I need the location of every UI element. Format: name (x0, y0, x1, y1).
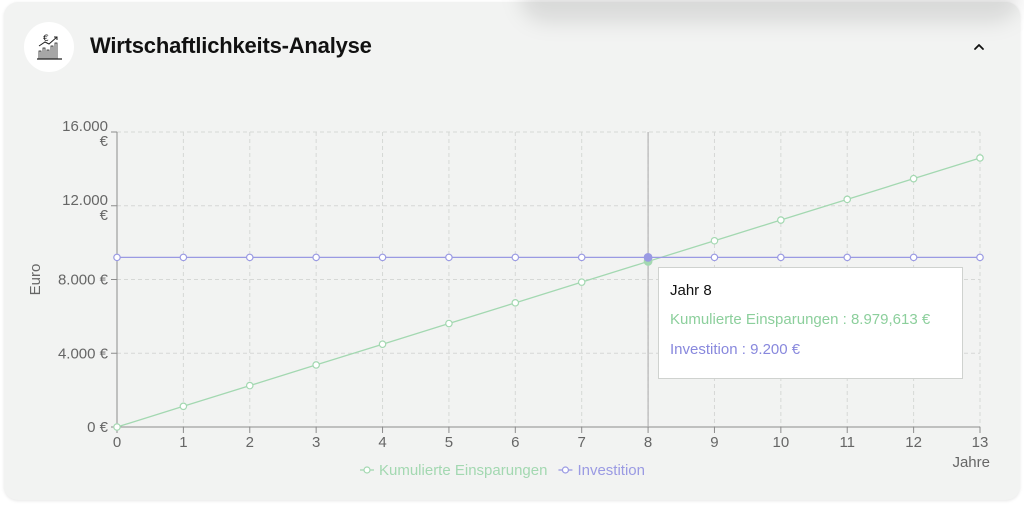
data-point[interactable] (378, 253, 387, 262)
data-point[interactable] (843, 253, 852, 262)
series-line-0 (116, 157, 981, 428)
tooltip-investment-value: 9.200 € (750, 341, 801, 358)
data-point[interactable] (245, 381, 254, 390)
y-tick-label: 16.000 € (62, 118, 109, 150)
y-tick-label: 8.000 € (58, 272, 109, 289)
data-point[interactable] (577, 278, 586, 286)
x-tick-label: 0 (113, 434, 121, 451)
tooltip-title: Jahr 8 (670, 282, 712, 299)
legend-marker-0 (363, 466, 371, 474)
data-point[interactable] (976, 154, 984, 162)
y-tick-label: 12.000 € (62, 192, 109, 224)
data-point[interactable] (777, 253, 785, 262)
tooltip-savings-value: 8.979,613 € (850, 311, 931, 328)
data-point[interactable] (710, 236, 719, 245)
data-point[interactable] (710, 253, 719, 262)
x-tick-label: 3 (312, 434, 320, 451)
x-tick-label: 9 (710, 434, 718, 451)
data-point[interactable] (312, 253, 320, 262)
tooltip-savings-label: Kumulierte Einsparungen (670, 311, 839, 328)
legend-marker-1 (561, 466, 570, 474)
data-point[interactable] (777, 216, 785, 224)
tooltip-savings-row: Kumulierte Einsparungen : 8.979,613 € (670, 311, 931, 328)
data-point[interactable] (909, 174, 918, 183)
header-shadow (520, 0, 1020, 22)
data-point[interactable] (113, 253, 121, 262)
data-point[interactable] (843, 195, 852, 204)
tooltip-investment-row: Investition : 9.200 € (670, 341, 801, 358)
tooltip-investment-label: Investition (670, 341, 738, 358)
legend-item-0[interactable]: Kumulierte Einsparungen (379, 462, 547, 479)
x-tick-label: 4 (378, 434, 386, 451)
data-point[interactable] (511, 253, 520, 262)
data-point[interactable] (378, 340, 387, 349)
x-tick-label: 12 (905, 434, 922, 451)
data-point[interactable] (976, 253, 984, 262)
chevron-up-icon (974, 44, 984, 50)
y-axis-label: Euro (27, 264, 44, 296)
x-tick-label: 5 (445, 434, 453, 451)
data-point[interactable] (909, 253, 918, 262)
x-tick-label: 10 (773, 434, 790, 451)
x-tick-label: 6 (511, 434, 519, 451)
data-point[interactable] (445, 319, 453, 328)
x-axis-label: Jahre (952, 454, 990, 471)
data-point[interactable] (577, 253, 586, 262)
data-point[interactable] (312, 361, 320, 369)
y-tick-label: 0 € (87, 419, 109, 436)
euro-chart-icon: € (24, 22, 74, 72)
data-point[interactable] (179, 253, 188, 262)
data-point[interactable] (445, 253, 453, 262)
y-tick-label: 4.000 € (58, 345, 109, 362)
x-tick-label: 7 (578, 434, 586, 451)
data-point[interactable] (113, 423, 121, 431)
chart-tooltip: Jahr 8 Kumulierte Einsparungen : 8.979,6… (658, 267, 963, 379)
page-title: Wirtschaftlichkeits-Analyse (90, 33, 372, 58)
data-point[interactable] (179, 402, 188, 411)
collapse-button[interactable] (966, 34, 992, 60)
data-point[interactable] (643, 252, 653, 262)
x-tick-label: 2 (246, 434, 254, 451)
svg-text:€: € (43, 34, 49, 44)
x-tick-label: 13 (972, 434, 989, 451)
legend-item-1[interactable]: Investition (577, 462, 645, 479)
analysis-card (4, 2, 1020, 500)
data-point[interactable] (245, 253, 254, 262)
x-tick-label: 11 (839, 434, 855, 451)
x-tick-label: 1 (179, 434, 187, 451)
data-point[interactable] (511, 299, 520, 307)
x-tick-label: 8 (644, 434, 652, 451)
